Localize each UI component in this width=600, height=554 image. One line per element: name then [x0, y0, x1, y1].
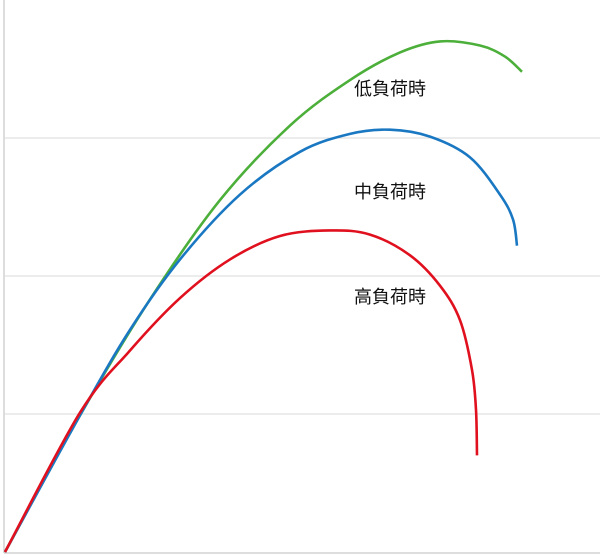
series-label: 中負荷時	[354, 182, 426, 203]
series-line	[3, 229, 479, 553]
series-label: 高負荷時	[354, 287, 426, 308]
series-line	[3, 128, 519, 553]
series-line	[3, 39, 523, 553]
series-label: 低負荷時	[354, 79, 426, 100]
